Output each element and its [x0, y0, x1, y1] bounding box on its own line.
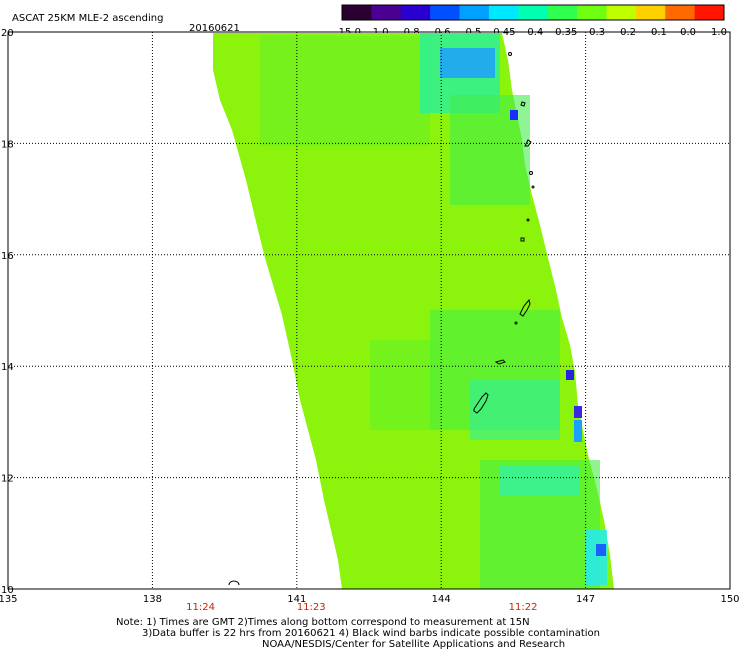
island-outline	[529, 171, 533, 175]
pass-time-label: 11:23	[297, 602, 326, 613]
swath-tone-cyan-edge	[585, 530, 607, 585]
wind-swath	[213, 33, 614, 589]
island-outline	[519, 298, 531, 317]
colorbar-border	[341, 4, 725, 21]
colorbar-swatch	[577, 5, 607, 20]
colorbar-swatch	[606, 5, 637, 20]
swath-tone-blue-north	[440, 48, 495, 78]
island-outline	[526, 218, 530, 222]
plot-area	[8, 32, 730, 589]
swath-pixel-blue-5	[596, 544, 606, 556]
island-outline	[524, 139, 532, 147]
footer-note-2: 3)Data buffer is 22 hrs from 20160621 4)…	[142, 628, 600, 639]
swath-pixel-blue-4	[574, 420, 582, 442]
graticule	[8, 32, 730, 589]
swath-pixel-blue-1	[510, 110, 518, 120]
latitude-label: 12	[1, 474, 14, 485]
colorbar-swatch	[371, 5, 402, 20]
plot-border	[7, 31, 731, 590]
island-outline	[520, 237, 525, 242]
longitude-label: 147	[576, 594, 595, 605]
pass-time-label: 11:24	[186, 602, 215, 613]
island-outlines	[228, 52, 535, 586]
swath-tone-cyan-se	[500, 465, 580, 495]
island-outline	[494, 359, 506, 365]
latitude-label: 20	[1, 28, 14, 39]
latitude-label: 14	[1, 362, 14, 373]
colorbar-swatch	[518, 5, 549, 20]
longitude-label: 144	[432, 594, 451, 605]
swath-tone-upper-green	[260, 36, 430, 146]
colorbar-swatch	[342, 5, 372, 20]
longitude-labels: 135 138 141 144 147 150	[0, 594, 740, 605]
longitude-label: 150	[720, 594, 739, 605]
latitude-label: 18	[1, 139, 14, 150]
colorbar-swatch	[459, 5, 490, 20]
latitude-labels: 20 18 16 14 12 10	[1, 28, 14, 596]
island-outline	[228, 580, 240, 586]
longitude-label: 141	[287, 594, 306, 605]
time-labels: 11:24 11:23 11:22	[186, 602, 537, 613]
map-title: ASCAT 25KM MLE-2 ascending	[12, 13, 163, 24]
footer-note-1: Note: 1) Times are GMT 2)Times along bot…	[116, 617, 530, 628]
swath-pixel-blue-3	[574, 406, 582, 418]
latitude-label: 10	[1, 585, 14, 596]
island-outline	[473, 392, 489, 414]
island-outline	[514, 321, 518, 325]
colorbar-swatch	[400, 5, 431, 20]
swath-tone-green-central	[370, 340, 440, 430]
longitude-label: 138	[143, 594, 162, 605]
footer-credit: NOAA/NESDIS/Center for Satellite Applica…	[262, 639, 565, 650]
swath-tone-cyan-east	[470, 380, 560, 440]
colorbar-swatch	[488, 5, 519, 20]
longitude-label: 135	[0, 594, 18, 605]
colorbar-swatch	[430, 5, 461, 20]
colorbar-swatch	[635, 5, 666, 20]
latitude-label: 16	[1, 251, 14, 262]
island-outline	[531, 185, 535, 189]
pass-time-label: 11:22	[509, 602, 538, 613]
swath-pixel-blue-2	[566, 370, 574, 380]
colorbar-swatch	[694, 5, 725, 20]
map-date: 20160621	[189, 23, 240, 34]
island-outline	[520, 101, 526, 107]
colorbar-swatch	[665, 5, 696, 20]
island-outline	[508, 52, 512, 56]
colorbar-swatch	[547, 5, 578, 20]
